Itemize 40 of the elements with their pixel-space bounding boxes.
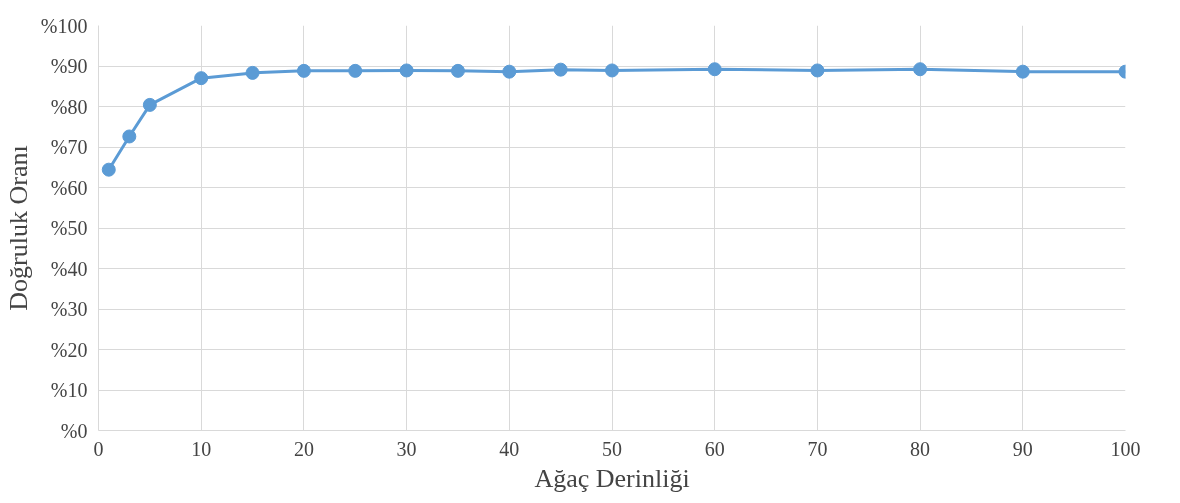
x-tick-label: 50 xyxy=(602,437,622,460)
x-axis-title: Ağaç Derinliği xyxy=(534,463,690,493)
x-tick-label: 0 xyxy=(93,437,104,460)
point xyxy=(245,65,260,80)
point xyxy=(502,64,517,79)
x-tick-label: 30 xyxy=(396,437,417,460)
y-tick-label: %60 xyxy=(50,176,88,199)
x-tick-label: 20 xyxy=(293,437,314,460)
point xyxy=(348,63,363,78)
point xyxy=(913,62,928,77)
point xyxy=(142,97,157,112)
x-tick-label: 60 xyxy=(704,437,725,460)
x-tick-label: 70 xyxy=(807,437,828,460)
x-tick-label: 90 xyxy=(1012,437,1033,460)
point xyxy=(194,71,209,86)
point xyxy=(101,162,116,177)
y-tick-label: %70 xyxy=(50,136,88,158)
point xyxy=(122,129,137,144)
y-axis-title: Doğruluk Oranı xyxy=(3,145,33,311)
point xyxy=(296,63,311,78)
point xyxy=(707,62,722,77)
point xyxy=(605,63,619,78)
point xyxy=(553,62,568,77)
point xyxy=(399,63,414,78)
x-tick-label: 10 xyxy=(191,437,212,460)
point xyxy=(450,63,465,78)
y-tick-label: %30 xyxy=(50,298,88,320)
y-tick-label: %40 xyxy=(50,257,88,280)
y-tick-label: %50 xyxy=(50,217,88,239)
point xyxy=(1015,64,1030,79)
x-tick-label: 40 xyxy=(499,437,520,460)
y-tick-label: %90 xyxy=(50,55,88,77)
x-tick-label: 80 xyxy=(910,437,931,460)
y-tick-label: %100 xyxy=(40,14,88,37)
y-tick-label: %10 xyxy=(50,379,88,401)
y-tick-label: %20 xyxy=(50,338,88,361)
y-tick-label: %0 xyxy=(60,419,88,442)
x-tick-label: 100 xyxy=(1110,437,1141,460)
point xyxy=(810,63,825,78)
y-tick-label: %80 xyxy=(50,95,88,118)
